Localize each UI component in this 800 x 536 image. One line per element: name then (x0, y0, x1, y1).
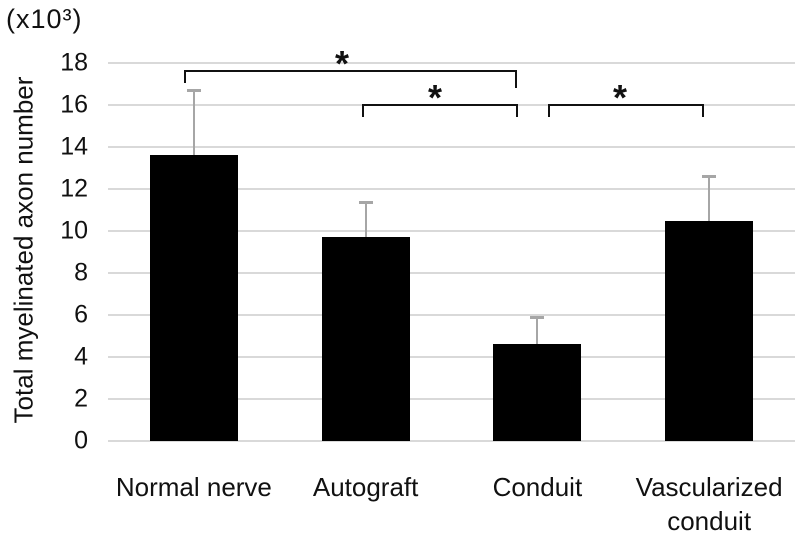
error-bar-cap (186, 89, 201, 93)
gridline (108, 356, 795, 358)
error-bar (364, 201, 367, 242)
significance-bracket-tick (516, 104, 518, 117)
y-tick-label: 6 (74, 300, 88, 329)
y-tick-label: 12 (60, 174, 88, 203)
x-axis-category-label: Autograft (312, 472, 419, 502)
y-tick-label: 4 (74, 342, 88, 371)
error-bar (192, 90, 195, 160)
bar (493, 344, 582, 441)
error-bar-cap (702, 175, 717, 179)
gridline (108, 188, 795, 190)
gridline (108, 440, 795, 442)
significance-bracket-line (548, 104, 704, 106)
significance-bracket-line (362, 104, 518, 106)
y-tick-label: 0 (74, 426, 88, 455)
y-tick-label: 8 (74, 258, 88, 287)
significance-asterisk: * (612, 77, 628, 118)
x-axis-category-label: Conduit (492, 472, 583, 502)
bar (665, 220, 754, 441)
y-tick-label: 18 (60, 48, 88, 77)
significance-bracket-line (184, 70, 517, 72)
significance-asterisk: * (334, 43, 350, 84)
significance-bracket-tick (515, 70, 517, 88)
gridline (108, 230, 795, 232)
y-tick-label: 10 (60, 216, 88, 245)
bar (149, 155, 238, 441)
y-axis-unit-label: (x10³) (6, 4, 83, 34)
gridline (108, 272, 795, 274)
significance-bracket-tick (362, 104, 364, 117)
gridline (108, 146, 795, 148)
bar (321, 237, 410, 441)
gridline (108, 62, 795, 64)
y-tick-label: 16 (60, 90, 88, 119)
x-axis-category-label: Vascularized conduit (635, 472, 783, 536)
error-bar-cap (530, 316, 545, 320)
y-axis-title: Total myelinated axon number (8, 76, 39, 424)
x-axis-category-label: Normal nerve (115, 472, 272, 502)
significance-bracket-tick (184, 70, 186, 83)
significance-bracket-tick (702, 104, 704, 117)
significance-bracket-tick (548, 104, 550, 117)
error-bar (536, 317, 539, 349)
error-bar (708, 176, 711, 225)
gridline (108, 314, 795, 316)
y-tick-label: 2 (74, 384, 88, 413)
gridline (108, 398, 795, 400)
y-tick-label: 14 (60, 132, 88, 161)
error-bar-cap (358, 200, 373, 204)
significance-asterisk: * (427, 77, 443, 118)
